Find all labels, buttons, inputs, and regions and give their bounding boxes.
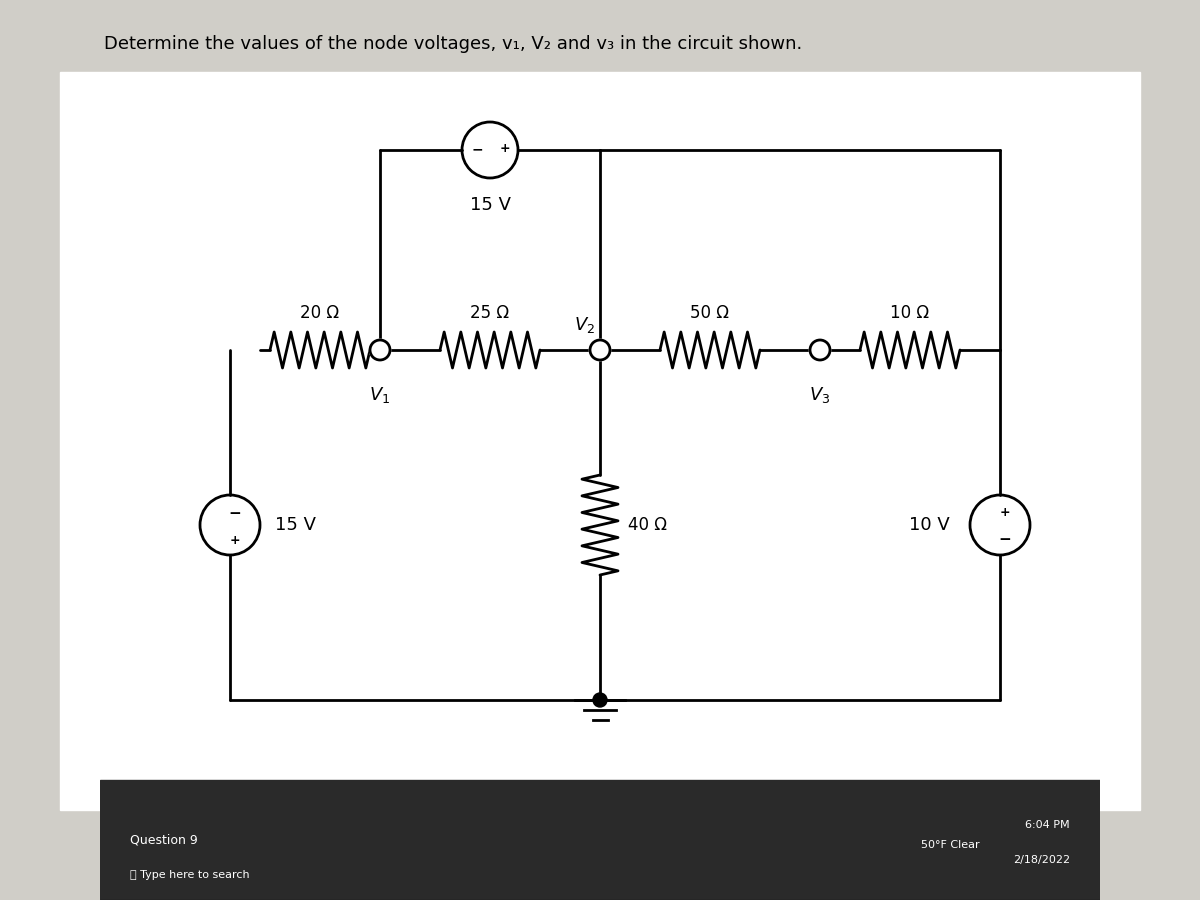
- Text: ⌕ Type here to search: ⌕ Type here to search: [130, 870, 250, 880]
- Text: 25 Ω: 25 Ω: [470, 304, 510, 322]
- Text: +: +: [499, 142, 510, 156]
- Text: Question 9: Question 9: [130, 833, 198, 847]
- Text: $V_1$: $V_1$: [370, 385, 390, 405]
- Text: Determine the values of the node voltages, v₁, V₂ and v₃ in the circuit shown.: Determine the values of the node voltage…: [104, 35, 803, 53]
- Circle shape: [593, 693, 607, 707]
- Circle shape: [810, 340, 830, 360]
- Circle shape: [590, 340, 610, 360]
- Text: −: −: [998, 533, 1012, 547]
- Text: 6:04 PM: 6:04 PM: [1025, 820, 1070, 830]
- Text: 10 V: 10 V: [910, 516, 950, 534]
- Text: $V_3$: $V_3$: [809, 385, 830, 405]
- Text: 50°F Clear: 50°F Clear: [920, 840, 979, 850]
- Text: 50 Ω: 50 Ω: [690, 304, 730, 322]
- Text: +: +: [1000, 507, 1010, 519]
- Text: 15 V: 15 V: [275, 516, 316, 534]
- Text: −: −: [472, 142, 482, 156]
- Text: 20 Ω: 20 Ω: [300, 304, 340, 322]
- Text: 40 Ω: 40 Ω: [628, 516, 667, 534]
- Text: −: −: [229, 506, 241, 520]
- Circle shape: [370, 340, 390, 360]
- Text: +: +: [229, 534, 240, 546]
- Text: 10 Ω: 10 Ω: [890, 304, 930, 322]
- Text: $V_2$: $V_2$: [574, 315, 595, 335]
- Text: 15 V: 15 V: [469, 196, 510, 214]
- Text: 2/18/2022: 2/18/2022: [1013, 855, 1070, 865]
- Bar: [100, 780, 1100, 900]
